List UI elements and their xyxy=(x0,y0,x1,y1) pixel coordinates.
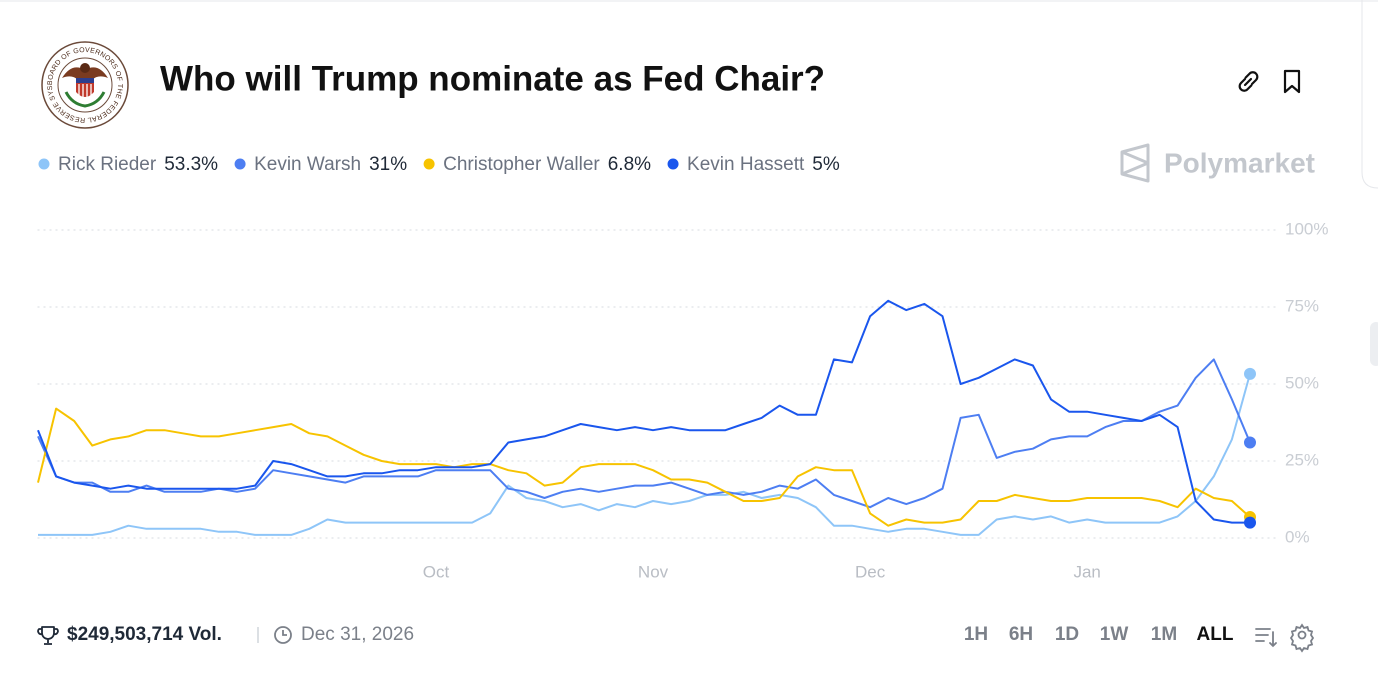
x-tick-label: Nov xyxy=(638,562,669,581)
legend-name: Rick Rieder xyxy=(58,154,157,175)
range-button[interactable]: 1W xyxy=(1100,624,1129,645)
brand: Polymarket xyxy=(1120,143,1315,183)
series-line xyxy=(37,358,1251,509)
brand-name: Polymarket xyxy=(1164,147,1315,178)
volume: $249,503,714 Vol. xyxy=(67,624,222,645)
legend-value: 53.3% xyxy=(164,154,218,175)
y-tick-label: 0% xyxy=(1285,527,1310,546)
end-point xyxy=(1244,436,1256,449)
range-selector: 1H 6H 1D 1W 1M ALL xyxy=(964,624,1234,645)
sort-button[interactable] xyxy=(1255,628,1277,648)
legend: Rick Rieder 53.3% Kevin Warsh 31% Christophe… xyxy=(38,154,840,175)
grid: 0% 25% 50% 75% 100% xyxy=(37,219,1328,546)
legend-value: 31% xyxy=(369,154,407,175)
legend-marker xyxy=(423,158,435,170)
series-line xyxy=(38,373,1251,536)
legend-marker xyxy=(38,158,50,170)
x-tick-label: Oct xyxy=(423,562,450,581)
seal: BOARD OF GOVERNORS OF THE FEDERAL RESERV… xyxy=(0,0,129,129)
x-tick-label: Dec xyxy=(855,562,886,581)
legend-value: 5% xyxy=(812,154,840,175)
end-date: Dec 31, 2026 xyxy=(301,624,414,645)
end-point xyxy=(1244,516,1256,529)
y-tick-label: 100% xyxy=(1285,219,1328,238)
range-button[interactable]: 1M xyxy=(1151,624,1177,645)
range-button[interactable]: ALL xyxy=(1197,624,1234,645)
trophy-icon xyxy=(37,626,59,645)
series-line xyxy=(37,299,1250,524)
y-tick-label: 75% xyxy=(1285,296,1319,315)
plot xyxy=(37,299,1256,536)
x-axis: Oct Nov Dec Jan xyxy=(423,562,1101,581)
end-point xyxy=(1244,367,1256,380)
clock-icon xyxy=(274,626,292,644)
legend-value: 6.8% xyxy=(608,154,651,175)
copy-link-button[interactable] xyxy=(1238,71,1259,92)
x-tick-label: Jan xyxy=(1073,562,1100,581)
legend-name: Kevin Hassett xyxy=(687,154,805,175)
legend-marker xyxy=(234,158,246,170)
page-title: Who will Trump nominate as Fed Chair? xyxy=(160,59,825,98)
side-card xyxy=(1361,0,1378,189)
footer: $249,503,714 Vol. Dec 31, 2026 1H 6H 1D 1W 1… xyxy=(37,623,1315,653)
range-button[interactable]: 1D xyxy=(1055,624,1079,645)
legend-name: Christopher Waller xyxy=(443,154,600,175)
legend-marker xyxy=(667,158,679,170)
y-tick-label: 25% xyxy=(1285,450,1319,469)
bookmark-button[interactable] xyxy=(1283,69,1301,94)
side-tab xyxy=(1370,322,1378,366)
range-button[interactable]: 1H xyxy=(964,624,988,645)
series-line xyxy=(37,407,1251,527)
settings-button[interactable] xyxy=(1289,623,1315,653)
y-tick-label: 50% xyxy=(1285,373,1319,392)
range-button[interactable]: 6H xyxy=(1009,624,1033,645)
legend-name: Kevin Warsh xyxy=(254,154,361,175)
